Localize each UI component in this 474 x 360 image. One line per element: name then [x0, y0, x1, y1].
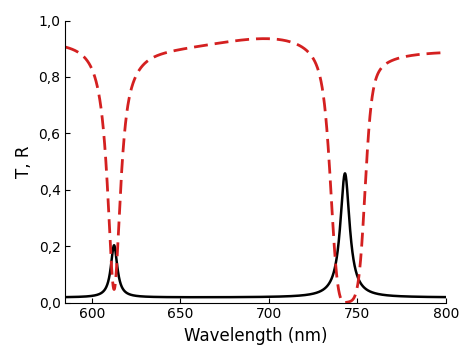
- X-axis label: Wavelength (nm): Wavelength (nm): [184, 327, 328, 345]
- Y-axis label: T, R: T, R: [15, 145, 33, 178]
